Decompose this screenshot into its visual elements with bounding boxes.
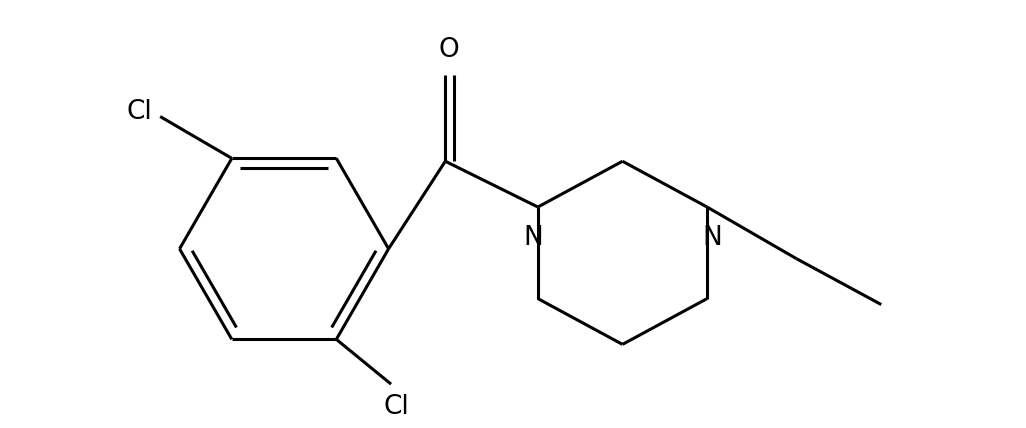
Text: Cl: Cl — [383, 394, 409, 420]
Text: O: O — [439, 37, 460, 63]
Text: Cl: Cl — [126, 98, 152, 125]
Text: N: N — [523, 225, 543, 251]
Text: N: N — [702, 225, 722, 251]
